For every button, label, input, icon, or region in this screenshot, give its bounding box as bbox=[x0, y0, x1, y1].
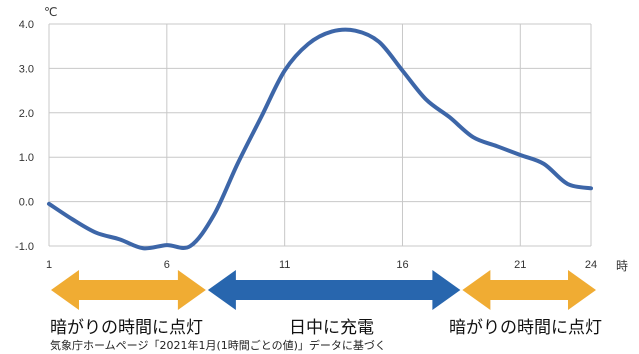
x-tick-label: 16 bbox=[396, 259, 408, 271]
y-tick-label: -1.0 bbox=[15, 241, 34, 253]
y-tick-labels: 4.0 3.0 2.0 1.0 0.0 -1.0 bbox=[15, 19, 34, 253]
source-note: 気象庁ホームページ「2021年1月(1時間ごとの値)」データに基づく bbox=[50, 339, 386, 352]
period-label-night-1: 暗がりの時間に点灯 bbox=[50, 318, 203, 338]
period-arrow-1 bbox=[207, 270, 461, 310]
x-tick-label: 11 bbox=[279, 259, 290, 271]
period-label-night-2: 暗がりの時間に点灯 bbox=[449, 318, 602, 338]
x-tick-labels: 1 6 11 16 21 24 bbox=[46, 259, 597, 271]
temperature-series-line bbox=[47, 27, 593, 251]
x-axis-unit: 時 bbox=[616, 259, 628, 273]
y-tick-label: 1.0 bbox=[19, 152, 34, 164]
x-tick-label: 6 bbox=[164, 259, 170, 271]
period-arrow-2 bbox=[462, 270, 596, 310]
y-tick-label: 3.0 bbox=[19, 63, 34, 75]
y-axis-unit: ℃ bbox=[44, 5, 57, 19]
x-tick-label: 21 bbox=[514, 259, 526, 271]
period-arrow-0 bbox=[51, 270, 206, 310]
period-arrows bbox=[51, 270, 596, 310]
y-tick-label: 2.0 bbox=[19, 108, 34, 120]
x-tick-label: 1 bbox=[46, 259, 52, 271]
y-tick-label: 4.0 bbox=[19, 19, 34, 31]
x-tick-label: 24 bbox=[585, 259, 597, 271]
chart-grid bbox=[48, 23, 592, 247]
period-label-daytime: 日中に充電 bbox=[289, 318, 374, 338]
y-tick-label: 0.0 bbox=[19, 197, 34, 209]
